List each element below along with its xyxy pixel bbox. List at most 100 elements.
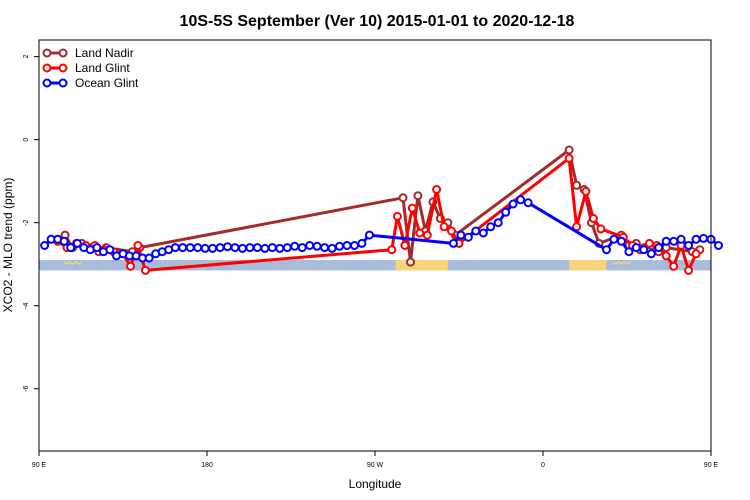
data-point xyxy=(105,245,115,255)
legend-marker xyxy=(42,63,52,73)
y-tick-label: 2 xyxy=(23,55,30,59)
chart-title: 10S-5S September (Ver 10) 2015-01-01 to … xyxy=(180,13,575,30)
y-tick-label: 0 xyxy=(23,138,30,142)
data-point xyxy=(486,222,496,232)
data-point xyxy=(471,226,481,236)
data-point xyxy=(92,243,102,253)
data-point xyxy=(413,191,423,201)
data-point xyxy=(661,251,671,261)
legend-marker xyxy=(58,48,68,58)
legend-marker xyxy=(58,78,68,88)
data-point xyxy=(523,198,533,208)
legend-label: Land Glint xyxy=(75,61,130,75)
island-speck xyxy=(611,261,632,265)
data-point xyxy=(447,226,456,236)
legend-item-ocean-glint: Ocean Glint xyxy=(42,76,139,90)
land-segment xyxy=(395,260,448,271)
data-point xyxy=(267,243,277,253)
legend-label: Land Nadir xyxy=(75,46,134,60)
data-point xyxy=(493,218,503,228)
data-point xyxy=(260,243,270,253)
data-point xyxy=(661,236,671,246)
axis-ticks: 90 E 180 90 W 0 90 E 2 0 -2 -4 -6 xyxy=(23,55,719,469)
x-tick-label: 90 E xyxy=(32,462,47,469)
data-point xyxy=(639,245,649,255)
data-point xyxy=(392,211,402,221)
data-point xyxy=(501,207,511,217)
data-point xyxy=(223,242,232,252)
data-point xyxy=(516,195,526,205)
data-point xyxy=(126,261,135,271)
data-point xyxy=(133,241,143,250)
data-point xyxy=(72,238,82,248)
data-point xyxy=(252,243,262,253)
y-tick-label: -2 xyxy=(23,219,30,225)
data-point xyxy=(357,238,367,248)
data-point xyxy=(644,238,654,248)
data-point xyxy=(59,236,69,246)
data-point xyxy=(646,249,656,259)
legend-marker xyxy=(58,63,68,73)
data-point xyxy=(415,228,425,238)
data-point xyxy=(320,243,330,253)
data-point xyxy=(350,241,359,250)
legend-marker xyxy=(42,78,52,88)
land-nadir-line xyxy=(56,148,701,264)
data-point xyxy=(387,245,397,255)
legend-label: Ocean Glint xyxy=(75,76,139,90)
data-point xyxy=(463,232,473,242)
data-point xyxy=(193,243,203,253)
x-axis-label: Longitude xyxy=(349,477,402,491)
data-point xyxy=(581,187,591,196)
data-point xyxy=(654,243,664,253)
data-point xyxy=(714,241,723,250)
data-point xyxy=(508,199,518,209)
data-point xyxy=(312,241,322,251)
data-point xyxy=(144,253,154,263)
data-point xyxy=(478,228,488,238)
data-point xyxy=(364,230,374,240)
data-point xyxy=(208,243,218,253)
data-point xyxy=(564,145,574,155)
ocean-glint-series xyxy=(40,195,723,263)
data-point xyxy=(439,222,449,232)
data-point xyxy=(684,241,694,250)
data-point xyxy=(422,230,432,240)
data-point xyxy=(215,243,225,253)
data-point xyxy=(448,238,458,248)
data-point xyxy=(400,241,410,250)
x-tick-label: 90 E xyxy=(704,462,719,469)
data-point xyxy=(275,243,285,253)
data-point xyxy=(170,243,180,253)
land-segment xyxy=(569,260,607,271)
data-point xyxy=(616,236,626,246)
data-point xyxy=(676,234,686,244)
data-point xyxy=(669,236,679,246)
data-point xyxy=(609,234,619,244)
data-point xyxy=(185,243,195,253)
data-point xyxy=(40,241,50,250)
data-point xyxy=(699,233,708,243)
data-point xyxy=(297,243,307,253)
data-point xyxy=(432,185,442,194)
data-point xyxy=(335,241,344,251)
data-point xyxy=(230,243,240,253)
legend-item-land-nadir: Land Nadir xyxy=(42,46,134,60)
legend-item-land-glint: Land Glint xyxy=(42,61,130,75)
data-point xyxy=(406,257,415,267)
data-point xyxy=(572,180,582,190)
data-point xyxy=(564,153,574,163)
data-point xyxy=(691,249,701,259)
data-point xyxy=(305,241,315,250)
y-tick-label: -6 xyxy=(23,386,30,392)
x-tick-label: 180 xyxy=(201,462,213,469)
data-point xyxy=(342,241,352,250)
data-point xyxy=(290,241,300,251)
data-point xyxy=(140,265,150,275)
data-point xyxy=(624,247,634,257)
data-point xyxy=(200,243,210,253)
data-point xyxy=(178,243,188,253)
y-tick-label: -4 xyxy=(23,302,30,308)
